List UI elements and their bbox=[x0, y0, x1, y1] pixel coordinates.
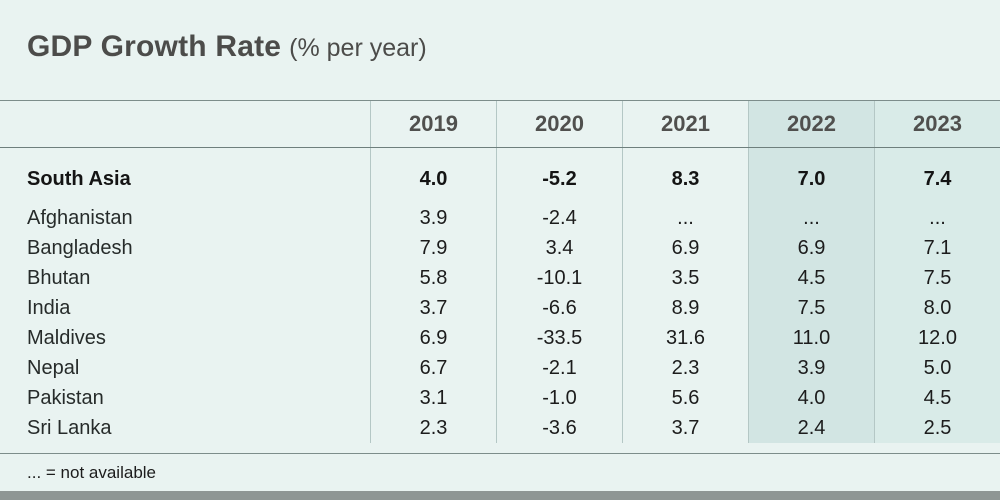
table-row-india: India 3.7 -6.6 8.9 7.5 8.0 bbox=[0, 293, 1000, 323]
table-row-bangladesh: Bangladesh 7.9 3.4 6.9 6.9 7.1 bbox=[0, 233, 1000, 263]
cell: -2.1 bbox=[496, 353, 622, 383]
cell: 6.9 bbox=[748, 233, 874, 263]
table-header-row: 2019 2020 2021 2022 2023 bbox=[0, 101, 1000, 148]
table-row-pakistan: Pakistan 3.1 -1.0 5.6 4.0 4.5 bbox=[0, 383, 1000, 413]
cell: 3.9 bbox=[370, 203, 496, 233]
header-year-2023: 2023 bbox=[874, 101, 1000, 147]
row-label: India bbox=[27, 296, 71, 319]
cell: 2.5 bbox=[874, 413, 1000, 443]
cell: -6.6 bbox=[496, 293, 622, 323]
row-label: Nepal bbox=[27, 356, 80, 379]
table-row-bhutan: Bhutan 5.8 -10.1 3.5 4.5 7.5 bbox=[0, 263, 1000, 293]
table-row-nepal: Nepal 6.7 -2.1 2.3 3.9 5.0 bbox=[0, 353, 1000, 383]
cell: 7.5 bbox=[874, 263, 1000, 293]
cell: 7.5 bbox=[748, 293, 874, 323]
cell: -33.5 bbox=[496, 323, 622, 353]
cell: 7.4 bbox=[874, 148, 1000, 203]
cell: 3.9 bbox=[748, 353, 874, 383]
cell: 7.1 bbox=[874, 233, 1000, 263]
cell: -5.2 bbox=[496, 148, 622, 203]
cell: 8.0 bbox=[874, 293, 1000, 323]
row-label: Afghanistan bbox=[27, 206, 133, 229]
cell: 3.7 bbox=[622, 413, 748, 443]
cell: -1.0 bbox=[496, 383, 622, 413]
table-row-afghanistan: Afghanistan 3.9 -2.4 ... ... ... bbox=[0, 203, 1000, 233]
header-year-2022: 2022 bbox=[748, 101, 874, 147]
cell: 2.3 bbox=[370, 413, 496, 443]
page-title: GDP Growth Rate bbox=[27, 30, 282, 63]
footnote-text: ... = not available bbox=[27, 462, 157, 482]
cell: 31.6 bbox=[622, 323, 748, 353]
cell: 3.1 bbox=[370, 383, 496, 413]
table-row-south-asia: South Asia 4.0 -5.2 8.3 7.0 7.4 bbox=[0, 148, 1000, 203]
cell: 8.3 bbox=[622, 148, 748, 203]
table-row-sri-lanka: Sri Lanka 2.3 -3.6 3.7 2.4 2.5 bbox=[0, 413, 1000, 443]
cell: -2.4 bbox=[496, 203, 622, 233]
cell: -3.6 bbox=[496, 413, 622, 443]
cell: 7.9 bbox=[370, 233, 496, 263]
cell: 3.4 bbox=[496, 233, 622, 263]
cell: 2.4 bbox=[748, 413, 874, 443]
cell: 6.7 bbox=[370, 353, 496, 383]
cell: ... bbox=[622, 203, 748, 233]
cell: 6.9 bbox=[622, 233, 748, 263]
cell: 8.9 bbox=[622, 293, 748, 323]
header-year-2020: 2020 bbox=[496, 101, 622, 147]
header-year-2019: 2019 bbox=[370, 101, 496, 147]
cell: 4.5 bbox=[748, 263, 874, 293]
title-unit: (% per year) bbox=[289, 34, 427, 62]
cell: ... bbox=[748, 203, 874, 233]
cell: 4.0 bbox=[748, 383, 874, 413]
cell: 5.8 bbox=[370, 263, 496, 293]
bottom-gray-bar bbox=[0, 491, 1000, 500]
cell: 2.3 bbox=[622, 353, 748, 383]
cell: 5.6 bbox=[622, 383, 748, 413]
row-label: Bangladesh bbox=[27, 236, 133, 259]
cell: 3.5 bbox=[622, 263, 748, 293]
table-row-maldives: Maldives 6.9 -33.5 31.6 11.0 12.0 bbox=[0, 323, 1000, 353]
header-empty-cell bbox=[0, 101, 370, 147]
cell: 6.9 bbox=[370, 323, 496, 353]
cell: 12.0 bbox=[874, 323, 1000, 353]
cell: 4.0 bbox=[370, 148, 496, 203]
cell: 4.5 bbox=[874, 383, 1000, 413]
cell: 11.0 bbox=[748, 323, 874, 353]
row-label: Sri Lanka bbox=[27, 416, 112, 439]
row-label: Pakistan bbox=[27, 386, 104, 409]
cell: 3.7 bbox=[370, 293, 496, 323]
row-label: Maldives bbox=[27, 326, 106, 349]
row-label: Bhutan bbox=[27, 266, 91, 289]
cell: -10.1 bbox=[496, 263, 622, 293]
row-label: South Asia bbox=[27, 167, 131, 190]
cell: ... bbox=[874, 203, 1000, 233]
gdp-table: 2019 2020 2021 2022 2023 South Asia 4.0 … bbox=[0, 100, 1000, 454]
cell: 7.0 bbox=[748, 148, 874, 203]
footnote: ... = not available bbox=[0, 454, 1000, 491]
header-year-2021: 2021 bbox=[622, 101, 748, 147]
title-band: GDP Growth Rate (% per year) bbox=[0, 0, 1000, 100]
cell: 5.0 bbox=[874, 353, 1000, 383]
